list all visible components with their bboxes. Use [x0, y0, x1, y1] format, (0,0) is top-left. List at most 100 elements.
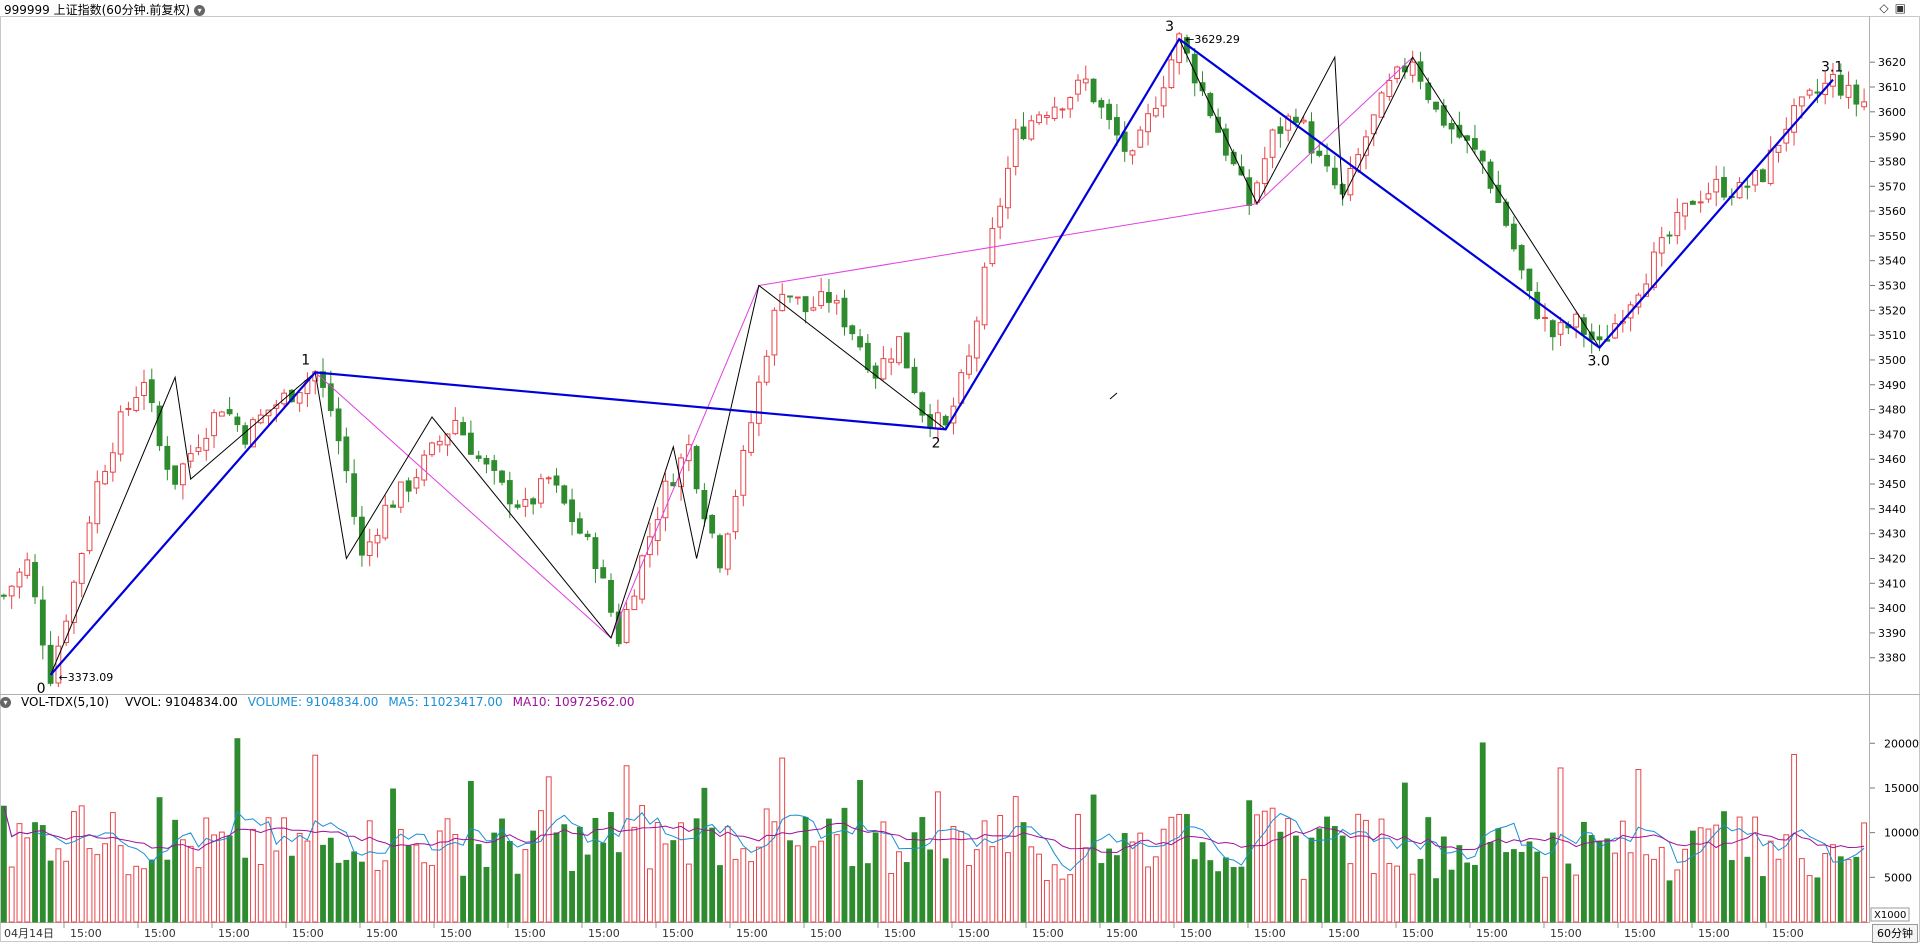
candle-body: [327, 383, 334, 412]
volume-bar: [421, 862, 428, 923]
candle-body: [1744, 185, 1751, 188]
candle-body: [1137, 129, 1144, 148]
volume-bar: [1806, 875, 1813, 923]
volume-bar: [382, 860, 389, 923]
volume-bar: [1643, 854, 1650, 923]
candle-body: [397, 481, 404, 508]
volume-bar: [109, 812, 116, 923]
candle-body: [942, 415, 949, 426]
candle-body: [133, 396, 140, 411]
candle-body: [1036, 114, 1042, 124]
candle-body: [179, 463, 186, 486]
volume-bar: [1036, 853, 1042, 923]
candle-body: [211, 412, 217, 437]
candle-body: [1113, 117, 1120, 136]
volume-tick-label: 20000: [1884, 737, 1919, 750]
volume-bar: [1137, 832, 1144, 923]
price-tick-label: 3610: [1878, 81, 1906, 94]
volume-bar: [748, 861, 755, 923]
candle-body: [1814, 91, 1821, 94]
volume-bar: [779, 757, 786, 923]
volume-bar: [71, 811, 77, 923]
volume-bar: [86, 848, 93, 923]
volume-bar: [1627, 852, 1634, 923]
volume-bar: [826, 818, 832, 923]
candle-body: [1285, 115, 1292, 131]
volume-bar: [1308, 837, 1315, 923]
volume-unit-label: X1000: [1874, 910, 1906, 921]
candle-body: [561, 485, 568, 504]
price-tick-label: 3470: [1878, 428, 1906, 441]
volume-bar: [1152, 856, 1159, 923]
volume-bar: [1596, 840, 1603, 923]
candle-body: [522, 498, 529, 507]
candle-body: [102, 470, 108, 485]
indicator-dropdown-icon[interactable]: ▾: [0, 697, 11, 708]
time-tick-label: 15:00: [884, 927, 916, 940]
volume-bar: [1760, 876, 1766, 923]
candle-body: [141, 381, 147, 397]
diamond-icon[interactable]: ◇: [1879, 1, 1889, 15]
candle-body: [1043, 115, 1050, 118]
candle-body: [771, 309, 778, 356]
volume-tick-label: 15000: [1884, 782, 1919, 795]
volume-bar: [1300, 878, 1307, 923]
candle-body: [662, 480, 669, 519]
time-tick-label: 15:00: [218, 927, 250, 940]
time-tick-label: 15:00: [1476, 927, 1508, 940]
dropdown-icon[interactable]: ▾: [194, 5, 206, 16]
volume-bar: [794, 845, 801, 923]
candle-body: [421, 454, 428, 481]
volume-bars-group: [0, 738, 1868, 923]
time-tick-label: 15:00: [810, 927, 842, 940]
candle-body: [857, 336, 863, 348]
time-tick-label: 15:00: [1698, 927, 1730, 940]
volume-bar: [1440, 836, 1447, 923]
volume-tick-label: 10000: [1884, 827, 1919, 840]
candle-body: [1152, 107, 1159, 117]
volume-bar: [304, 840, 311, 923]
volume-bar: [1113, 855, 1120, 923]
candle-body: [1713, 178, 1720, 193]
volume-bar: [771, 821, 778, 923]
candle-body: [927, 414, 934, 428]
candle-body: [631, 595, 638, 611]
volume-bar: [1705, 828, 1712, 923]
volume-bar: [1635, 769, 1642, 923]
ma5-value: MA5: 11023417.00: [388, 695, 503, 709]
low-price-label: ←3373.09: [59, 671, 114, 684]
volume-bar: [1160, 828, 1167, 923]
price-tick-label: 3390: [1878, 627, 1906, 640]
volume-bar: [538, 810, 544, 923]
volume-bar: [942, 858, 949, 923]
subwave-line: [50, 38, 1600, 676]
candle-body: [864, 342, 871, 370]
volume-bar: [1012, 796, 1019, 923]
window-icon[interactable]: ▣: [1894, 1, 1906, 15]
volume-bar: [1277, 831, 1284, 923]
time-tick-label: 15:00: [292, 927, 324, 940]
candle-body: [1752, 170, 1759, 186]
period-button[interactable]: 60分钟: [1872, 924, 1918, 943]
volume-bar: [522, 849, 529, 923]
volume-bar: [670, 840, 677, 923]
candle-body: [1806, 89, 1813, 96]
volume-bar: [1573, 874, 1580, 923]
volume-bar: [1651, 858, 1657, 923]
time-tick-label: 15:00: [1624, 927, 1656, 940]
candle-body: [1293, 116, 1299, 123]
candle-body: [1557, 322, 1564, 335]
candle-body: [1433, 101, 1439, 110]
candle-body: [366, 541, 373, 556]
volume-bar: [639, 805, 646, 923]
candle-body: [1300, 119, 1307, 123]
volume-bar: [172, 819, 179, 923]
volume-ma10-line: [3, 806, 1865, 854]
candle-body: [1059, 108, 1066, 111]
candle-body: [1168, 59, 1175, 89]
candle-body: [903, 332, 910, 369]
candle-body: [1775, 144, 1782, 153]
volume-bar: [1798, 858, 1805, 923]
volume-bar: [880, 821, 887, 923]
